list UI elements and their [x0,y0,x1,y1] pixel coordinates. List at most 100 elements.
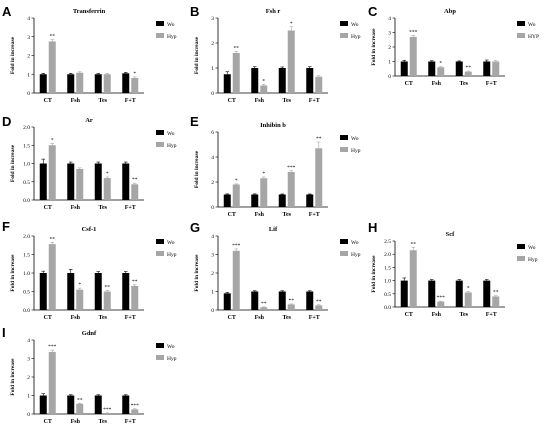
legend-label: Wo [351,22,359,28]
bar [287,304,295,310]
legend-label: Hyp [167,356,177,362]
bar [39,395,47,414]
y-tick-label: 0 [388,74,391,80]
panel-d: D Ar Fold in increase 0.0 0.5 1.0 1.5 2.0 CT * Fsh… [2,114,177,211]
significance-label: *** [287,165,296,171]
y-tick-label: 2 [27,54,30,60]
bar [223,293,231,310]
bar [39,163,47,200]
y-tick-label: 2 [211,271,214,277]
y-tick-label: 1 [211,66,214,72]
bar [455,280,463,307]
x-tick-label: Fsh [71,205,81,211]
bar [67,395,75,414]
x-tick-label: CT [228,212,236,218]
panel-g: G Lif Fold in increase 0 1 2 3 4 CT *** Fsh ** Tes **… [190,220,361,321]
bar [409,36,417,76]
x-tick-label: Tes [460,81,469,87]
x-tick-label: Tes [460,312,469,318]
bar [122,273,130,310]
x-tick-label: F+T [486,81,497,87]
y-tick-label: 2.0 [23,125,30,131]
panel-title: Gdnf [82,330,97,337]
x-tick-label: Fsh [432,312,442,318]
y-tick-label: 3 [27,357,30,363]
bar [122,163,130,200]
bar [48,145,56,200]
x-tick-label: F+T [125,315,136,321]
legend-swatch [517,33,525,38]
y-tick-label: 1.5 [23,143,30,149]
x-tick-label: F+T [125,98,136,104]
significance-label: ** [132,279,138,285]
bar [232,184,240,207]
y-tick-label: 3 [27,35,30,41]
x-tick-label: F+T [309,212,320,218]
bar [400,61,408,76]
x-tick-label: CT [44,419,52,425]
bar [67,74,75,93]
bar [400,280,408,307]
bar [251,194,259,207]
bar [131,409,139,414]
y-tick-label: 2.5 [384,239,391,245]
legend-swatch [517,256,525,261]
significance-label: *** [437,295,446,301]
bar [251,68,259,93]
bar [260,178,268,207]
y-axis-label: Fold in increase [10,254,16,292]
significance-label: ** [105,284,111,290]
bar [94,395,102,414]
y-axis-label: Fold in increase [194,150,200,188]
bar [232,53,240,93]
bar [103,178,111,200]
bar [315,76,323,93]
legend-label: Hyp [351,148,361,154]
bar [455,61,463,76]
significance-label: ** [132,177,138,183]
significance-label: * [262,171,265,177]
bar [483,280,491,307]
panel-title: Csf-1 [82,226,97,233]
legend-swatch [156,343,164,348]
bar [306,194,314,207]
y-tick-label: 3 [388,31,391,37]
significance-label: ** [50,34,56,40]
bar [251,291,259,310]
significance-label: ** [316,299,322,305]
significance-label: ** [50,236,56,242]
bar [67,163,75,200]
bar [464,292,472,307]
y-tick-label: 2.0 [384,252,391,258]
y-tick-label: 4 [388,16,391,22]
y-tick-label: 0 [27,91,30,97]
legend-swatch [156,33,164,38]
bar [48,352,56,414]
x-tick-label: CT [44,205,52,211]
x-tick-label: Fsh [432,81,442,87]
bar [76,72,84,93]
bar [428,280,436,307]
x-tick-label: Fsh [255,212,265,218]
panel-letter: D [2,114,11,129]
panel-f: F Csf-1 Fold in increase 0.0 0.5 1.0 1.5 2.0 CT *… [2,219,177,321]
panel-b: B Fsh r Fold in increase 0 1 2 3 CT ** Fsh * Tes * F+… [190,4,361,104]
x-tick-label: Tes [283,98,292,104]
panel-c: C Abp Fold in increase 0 1 2 3 4 CT *** Fsh * Tes ** F… [368,4,539,87]
significance-label: * [106,171,109,177]
y-tick-label: 2.0 [23,234,30,240]
panel-title: Ar [85,117,93,124]
bar [103,74,111,93]
bar [464,71,472,76]
bar [483,61,491,76]
bar [67,273,75,310]
significance-label: ** [493,290,499,296]
bar [122,73,130,93]
x-tick-label: Tes [283,212,292,218]
panel-letter: A [2,4,12,19]
significance-label: ** [234,46,240,52]
legend-label: Hyp [167,34,177,40]
legend-swatch [340,251,348,256]
x-tick-label: F+T [486,312,497,318]
y-tick-label: 4 [211,155,214,161]
